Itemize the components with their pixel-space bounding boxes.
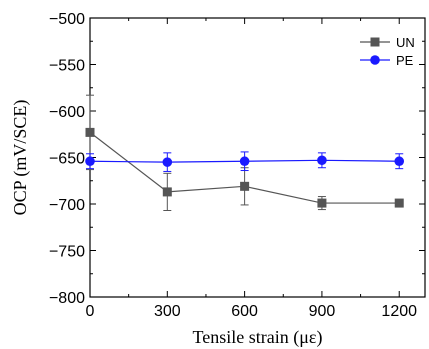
y-axis-title: OCP (mV/SCE) (10, 100, 31, 216)
data-point (240, 181, 250, 191)
legend: UN PE (360, 35, 415, 68)
axis-ticks: −800 −750 −700 −650 −600 −550 −500 0 300 600 900 12… (49, 11, 425, 320)
legend-marker (370, 55, 380, 65)
legend-marker (370, 37, 380, 47)
data-point (317, 155, 327, 166)
data-point (85, 156, 95, 167)
y-tick-label: −750 (49, 244, 85, 261)
y-tick-label: −550 (49, 58, 85, 75)
x-tick-label: 300 (154, 303, 181, 320)
x-tick-label: 0 (86, 303, 95, 320)
data-point (394, 198, 404, 208)
data-point (162, 187, 172, 197)
y-tick-label: −500 (49, 11, 85, 28)
series-layer (85, 94, 405, 212)
legend-label: PE (396, 53, 414, 68)
y-tick-label: −700 (49, 197, 85, 214)
series-un (85, 94, 404, 212)
data-point (239, 156, 250, 167)
y-tick-label: −600 (49, 104, 85, 121)
x-tick-label: 900 (309, 303, 336, 320)
data-point (394, 156, 405, 167)
data-point (317, 198, 327, 208)
legend-label: UN (396, 35, 415, 50)
x-tick-label: 1200 (381, 303, 417, 320)
series-pe (85, 151, 405, 172)
x-tick-label: 600 (231, 303, 258, 320)
data-point (85, 127, 95, 137)
data-point (162, 157, 173, 167)
y-tick-label: −650 (49, 151, 85, 168)
x-axis-title: Tensile strain (με) (193, 327, 323, 348)
y-tick-label: −800 (49, 290, 85, 307)
